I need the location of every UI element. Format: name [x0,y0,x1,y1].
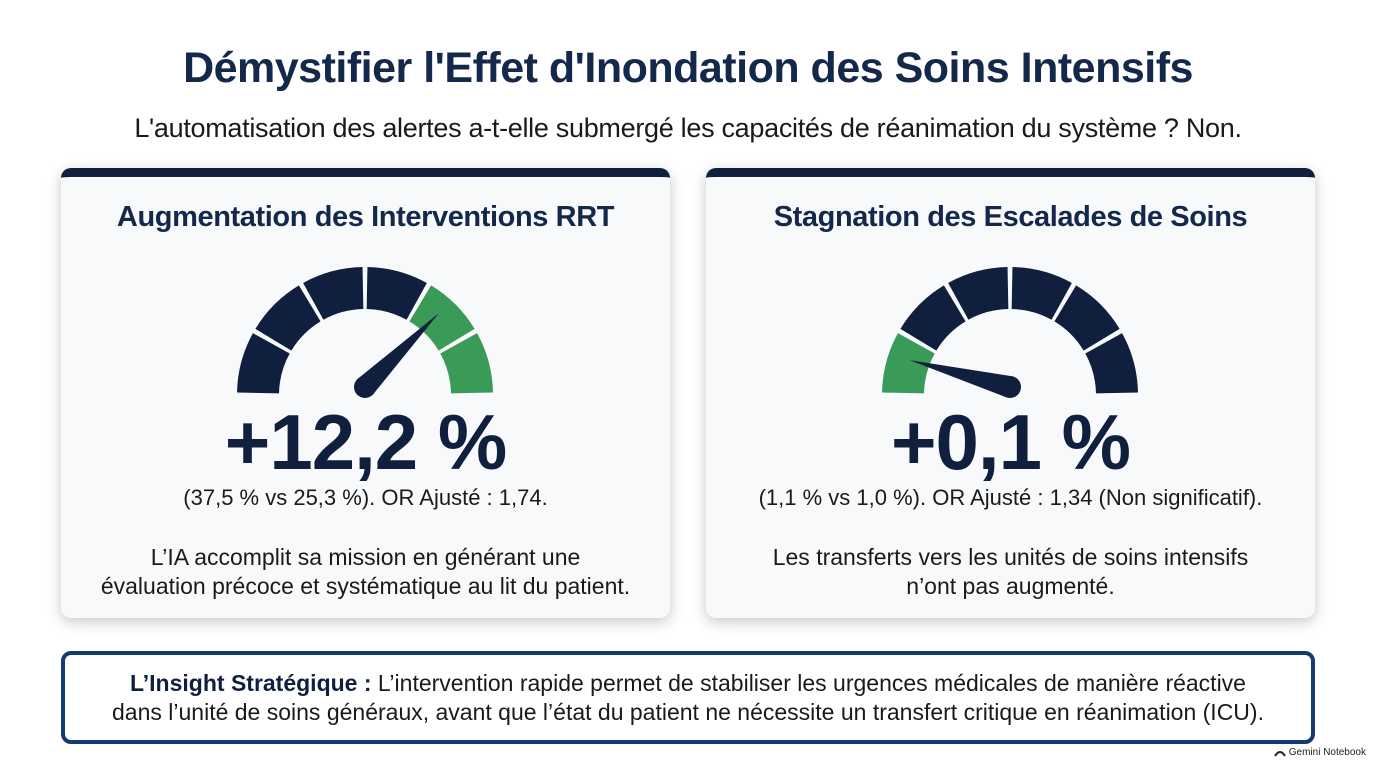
insight-text: L’Insight Stratégique : L’intervention r… [112,669,1264,727]
insight-text-line-2: dans l’unité de soins généraux, avant qu… [112,698,1264,725]
gauge-segment-3 [303,267,364,320]
page-title: Démystifier l'Effet d'Inondation des Soi… [183,44,1193,92]
gauge-segment-5 [1054,285,1120,351]
gauge-segment-4 [1011,267,1072,320]
escalation-increase-value: +0,1 % [890,398,1131,486]
gauge-needle-hub [999,376,1021,398]
gauge-needle [357,313,439,395]
insight-text-line-1: L’intervention rapide permet de stabilis… [371,669,1246,696]
rrt-gauge [237,267,493,398]
gauge-segment-4 [366,267,427,320]
gauge-needle [909,360,1013,398]
escalation-description-line-1: Les transferts vers les unités de soins … [772,544,1249,570]
rrt-interventions-card: Augmentation des Interventions RRT +12,2… [61,168,670,618]
branding: Gemini Notebook [1273,747,1366,758]
escalation-description-line-2: n’ont pas augmenté. [906,573,1115,599]
gemini-notebook-icon [1273,750,1286,757]
escalation-description: Les transferts vers les unités de soins … [726,543,1295,601]
gauge-segment-6 [440,333,493,394]
escalation-gauge [882,267,1138,398]
page-subtitle: L'automatisation des alertes a-t-elle su… [134,113,1242,143]
gauge-segment-2 [900,285,966,351]
gauge-segment-1 [237,333,290,394]
rrt-description: L’IA accomplit sa mission en générant un… [81,543,650,601]
rrt-increase-value: +12,2 % [224,398,507,486]
gauge-segment-6 [1085,333,1138,394]
care-escalation-card: Stagnation des Escalades de Soins +0,1 %… [706,168,1315,618]
escalation-detail-text: (1,1 % vs 1,0 %). OR Ajusté : 1,34 (Non … [758,485,1263,510]
insight-label: L’Insight Stratégique : [130,669,372,696]
gauge-needle-hub [354,376,376,398]
branding-text: Gemini Notebook [1288,747,1366,758]
strategic-insight-box: L’Insight Stratégique : L’intervention r… [61,651,1315,744]
card-title: Stagnation des Escalades de Soins [773,201,1248,233]
card-title: Augmentation des Interventions RRT [116,201,615,233]
rrt-detail-text: (37,5 % vs 25,3 %). OR Ajusté : 1,74. [183,485,548,510]
rrt-description-line-1: L’IA accomplit sa mission en générant un… [150,544,581,570]
gauge-segment-3 [948,267,1009,320]
gauge-segment-1 [882,333,935,394]
gauge-segment-5 [409,285,475,351]
rrt-description-line-2: évaluation précoce et systématique au li… [100,573,631,599]
gauge-segment-2 [255,285,321,351]
